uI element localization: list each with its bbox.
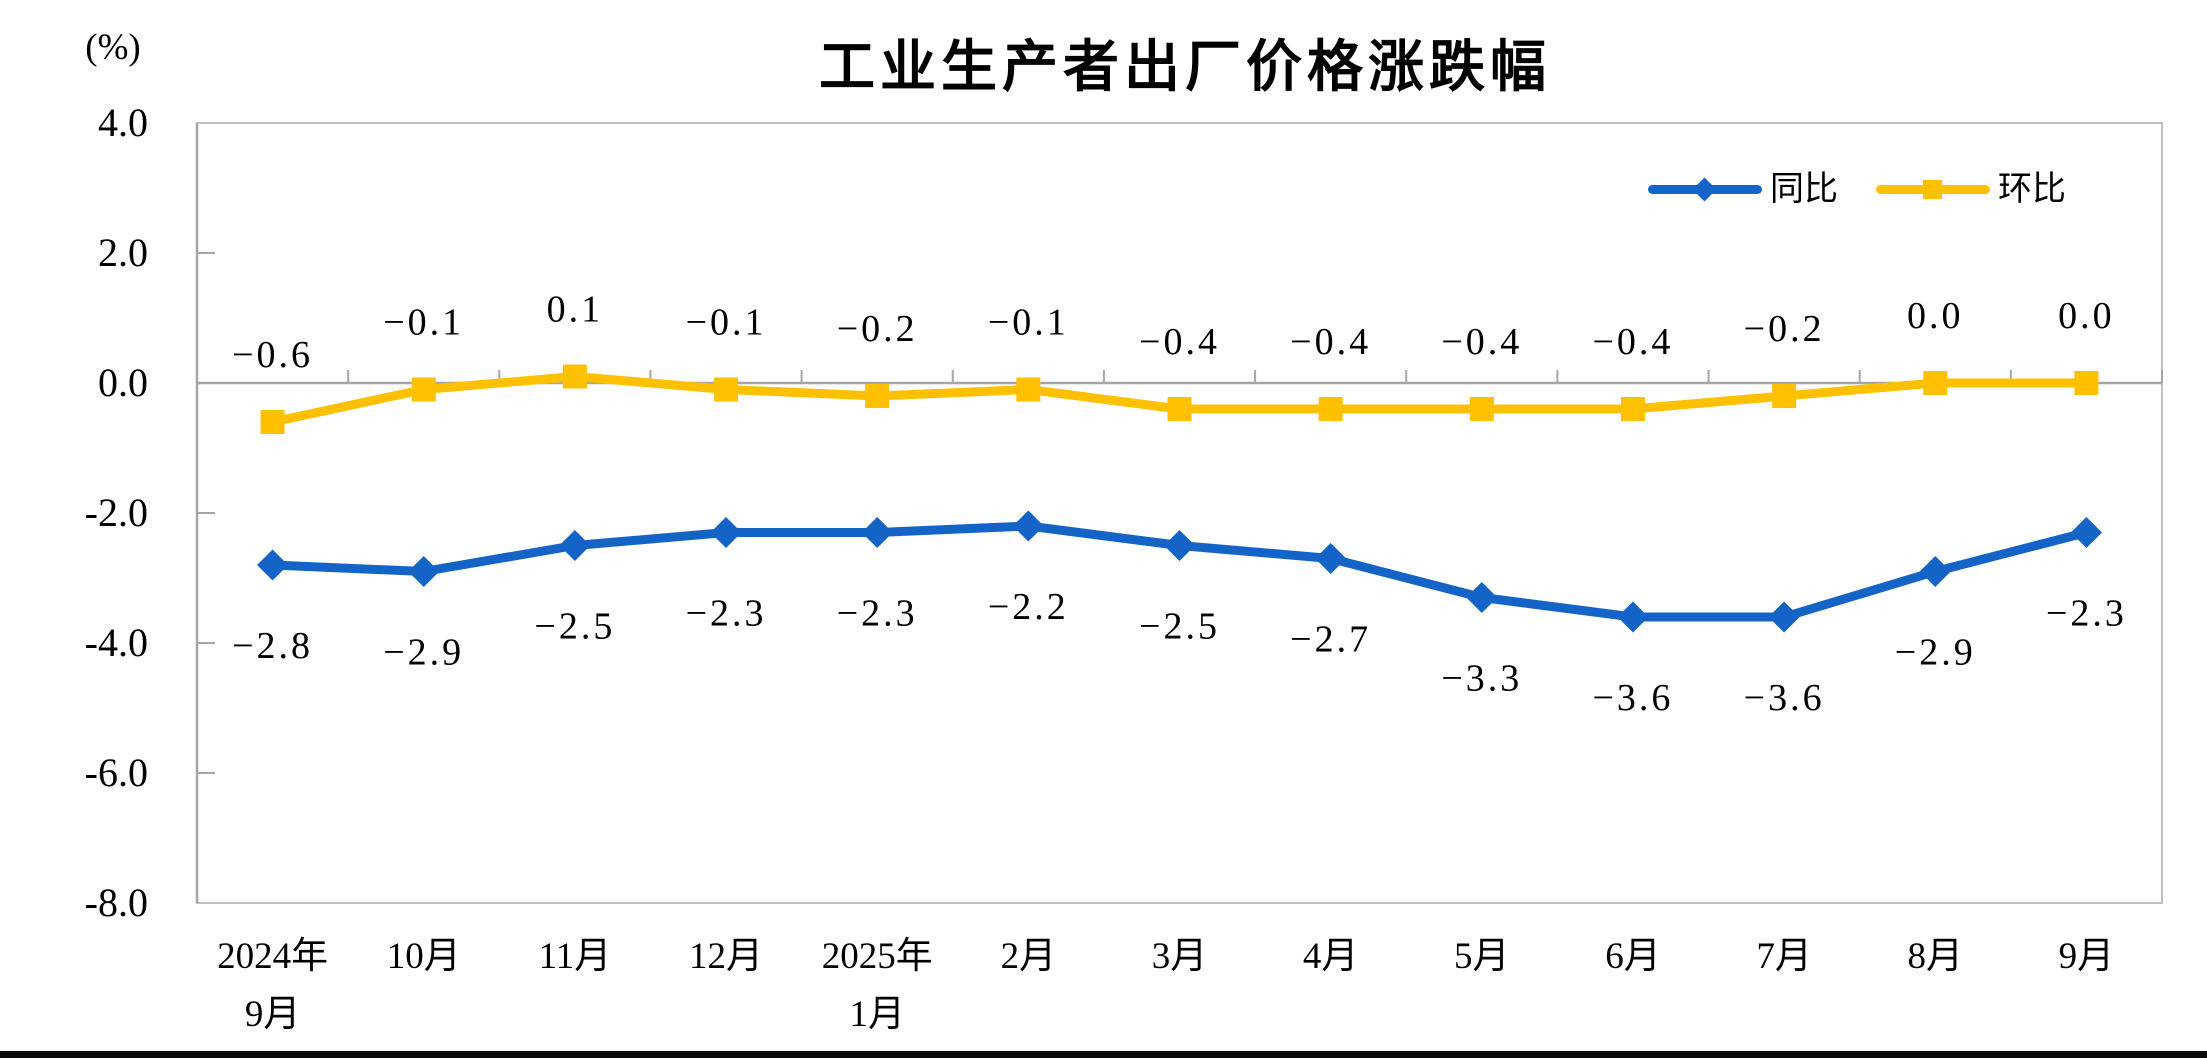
y-tick-label: 4.0 bbox=[98, 100, 148, 145]
data-point-square bbox=[260, 410, 285, 434]
data-point-square bbox=[865, 384, 890, 408]
x-tick-label: 10月 bbox=[387, 936, 461, 977]
data-point-square bbox=[2074, 371, 2099, 395]
x-tick-label: 11月 bbox=[539, 936, 612, 977]
data-point-square bbox=[1167, 397, 1192, 421]
data-point-square bbox=[1772, 384, 1797, 408]
data-label: −3.3 bbox=[1441, 658, 1522, 700]
data-label: −0.4 bbox=[1592, 321, 1673, 363]
data-point-diamond bbox=[2070, 516, 2102, 549]
y-tick-label: -8.0 bbox=[85, 880, 148, 925]
page-bottom-rule bbox=[0, 1051, 2207, 1058]
y-tick-label: -2.0 bbox=[85, 490, 148, 535]
data-point-diamond bbox=[408, 555, 440, 588]
data-point-square bbox=[1923, 371, 1948, 395]
data-label: −2.5 bbox=[534, 606, 615, 648]
data-label: −2.7 bbox=[1290, 619, 1371, 661]
data-label: −0.4 bbox=[1139, 321, 1220, 363]
data-label: −0.2 bbox=[837, 308, 918, 350]
x-tick-label: 7月 bbox=[1756, 936, 1812, 977]
data-label: −0.1 bbox=[686, 302, 767, 344]
data-label: 0.0 bbox=[1907, 295, 1964, 337]
data-label: −2.3 bbox=[837, 593, 918, 635]
x-tick-label: 4月 bbox=[1303, 936, 1359, 977]
data-point-square bbox=[1016, 377, 1041, 402]
data-point-diamond bbox=[1617, 601, 1649, 633]
data-label: 0.0 bbox=[2058, 295, 2115, 337]
data-point-square bbox=[1620, 397, 1645, 421]
x-tick-label: 12月 bbox=[689, 936, 763, 977]
data-label: −2.9 bbox=[383, 632, 464, 674]
data-label: −2.2 bbox=[988, 586, 1069, 628]
data-label: −3.6 bbox=[1592, 677, 1673, 719]
data-point-square bbox=[1469, 397, 1494, 421]
x-tick-label: 1月 bbox=[849, 994, 905, 1035]
x-tick-label: 8月 bbox=[1908, 936, 1964, 977]
data-label: −2.8 bbox=[232, 625, 313, 667]
data-label: −2.3 bbox=[686, 593, 767, 635]
data-label: −0.1 bbox=[383, 302, 464, 344]
x-tick-label: 6月 bbox=[1605, 936, 1661, 977]
data-point-square bbox=[562, 364, 587, 389]
data-label: −2.3 bbox=[2046, 593, 2127, 635]
data-point-square bbox=[1318, 397, 1343, 421]
x-tick-label: 2025年 bbox=[822, 935, 933, 977]
data-point-diamond bbox=[559, 529, 591, 562]
y-tick-label: 2.0 bbox=[98, 230, 148, 275]
y-tick-label: -6.0 bbox=[85, 750, 148, 795]
x-tick-label: 5月 bbox=[1454, 936, 1510, 977]
data-point-diamond bbox=[710, 516, 742, 549]
plot-border bbox=[196, 122, 2163, 904]
data-point-diamond bbox=[1768, 601, 1800, 633]
data-point-diamond bbox=[1012, 510, 1044, 542]
data-label: −2.9 bbox=[1895, 632, 1976, 674]
data-label: −0.2 bbox=[1744, 308, 1825, 350]
data-point-diamond bbox=[1163, 529, 1196, 562]
data-point-diamond bbox=[1919, 555, 1951, 588]
x-tick-label: 9月 bbox=[2059, 936, 2115, 977]
data-label: −0.4 bbox=[1441, 321, 1522, 363]
y-tick-label: 0.0 bbox=[98, 360, 148, 405]
x-tick-label: 2月 bbox=[1001, 936, 1057, 977]
y-tick-label: -4.0 bbox=[85, 620, 148, 665]
x-tick-label: 3月 bbox=[1152, 936, 1208, 977]
data-point-diamond bbox=[861, 516, 893, 549]
data-point-square bbox=[411, 377, 436, 402]
data-label: −0.1 bbox=[988, 302, 1069, 344]
data-point-square bbox=[714, 377, 739, 402]
x-tick-label: 2024年 bbox=[217, 935, 328, 977]
data-point-diamond bbox=[1315, 542, 1347, 575]
y-axis-unit-label: (%) bbox=[85, 27, 141, 68]
data-label: −0.6 bbox=[232, 334, 313, 376]
data-point-diamond bbox=[1466, 581, 1498, 614]
data-point-diamond bbox=[257, 549, 289, 581]
data-label: −0.4 bbox=[1290, 321, 1371, 363]
data-label: 0.1 bbox=[547, 289, 604, 331]
x-tick-label: 9月 bbox=[245, 994, 301, 1035]
data-label: −2.5 bbox=[1139, 606, 1220, 648]
data-label: −3.6 bbox=[1744, 677, 1825, 719]
chart-title: 工业生产者出厂价格涨跌幅 bbox=[819, 35, 1551, 100]
